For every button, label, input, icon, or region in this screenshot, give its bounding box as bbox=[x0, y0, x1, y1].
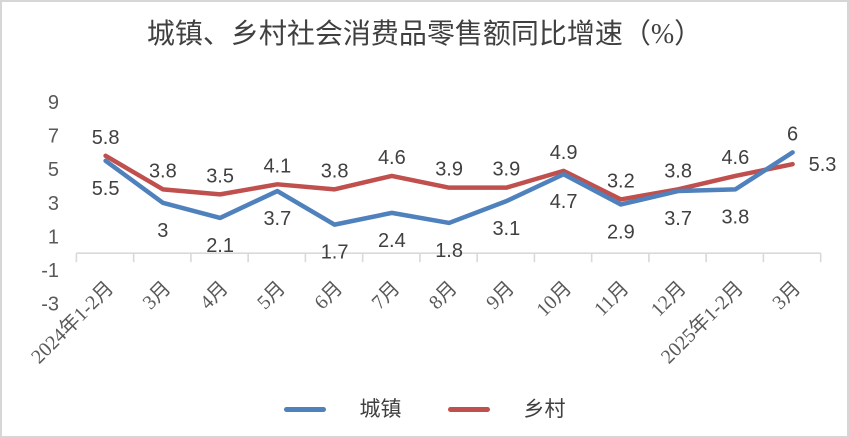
rural-data-label: 5.3 bbox=[809, 154, 837, 176]
rural-data-label: 4.1 bbox=[263, 155, 291, 177]
urban-data-label: 1.8 bbox=[435, 240, 463, 262]
y-axis-tick-label: 5 bbox=[48, 159, 59, 181]
x-axis-category-label: 3月 bbox=[768, 277, 805, 314]
rural-line-swatch-icon bbox=[447, 407, 490, 412]
legend-label-rural: 乡村 bbox=[523, 397, 566, 421]
rural-data-label: 3.9 bbox=[492, 159, 520, 181]
x-axis-category-label: 8月 bbox=[425, 277, 462, 314]
urban-data-label: 2.9 bbox=[607, 221, 635, 243]
x-axis-category-label: 2024年1-2月 bbox=[26, 276, 118, 368]
rural-data-label: 3.8 bbox=[321, 160, 349, 182]
legend-label-urban: 城镇 bbox=[359, 397, 402, 421]
rural-data-label: 4.9 bbox=[550, 142, 578, 164]
y-axis-tick-label: 3 bbox=[48, 193, 59, 215]
urban-data-label: 5.5 bbox=[92, 178, 120, 200]
x-axis-category-label: 9月 bbox=[482, 277, 519, 314]
urban-data-label: 6 bbox=[787, 123, 798, 145]
urban-data-label: 4.7 bbox=[550, 191, 578, 213]
rural-data-label: 5.8 bbox=[92, 127, 120, 149]
urban-line-swatch-icon bbox=[283, 407, 326, 412]
x-axis-category-label: 12月 bbox=[647, 277, 691, 321]
urban-data-label: 2.1 bbox=[206, 235, 234, 257]
rural-data-label: 3.8 bbox=[149, 160, 177, 182]
rural-data-label: 4.6 bbox=[721, 147, 749, 169]
legend-item-urban[interactable]: 城镇 bbox=[283, 397, 402, 421]
rural-data-label: 4.6 bbox=[378, 147, 406, 169]
urban-data-label: 3.7 bbox=[664, 208, 692, 230]
rural-data-label: 3.8 bbox=[664, 160, 692, 182]
x-axis-category-label: 4月 bbox=[196, 277, 233, 314]
rural-data-label: 3.9 bbox=[435, 159, 463, 181]
legend: 城镇 乡村 bbox=[2, 399, 847, 420]
rural-data-label: 3.5 bbox=[206, 165, 234, 187]
y-axis-tick-label: 7 bbox=[48, 126, 59, 148]
urban-data-label: 1.7 bbox=[321, 242, 349, 264]
urban-data-label: 3.7 bbox=[263, 208, 291, 230]
chart-title: 城镇、乡村社会消费品零售额同比增速（%） bbox=[146, 19, 703, 50]
y-axis-tick-label: -1 bbox=[41, 260, 59, 282]
rural-data-label: 3.2 bbox=[607, 170, 635, 192]
x-axis-category-label: 6月 bbox=[310, 277, 347, 314]
y-axis-tick-label: -3 bbox=[41, 294, 59, 316]
urban-data-label: 3.1 bbox=[492, 218, 520, 240]
urban-series-line bbox=[103, 150, 795, 227]
x-axis-category-label: 3月 bbox=[139, 277, 176, 314]
x-axis-category-label: 7月 bbox=[368, 277, 405, 314]
x-axis-category-label: 11月 bbox=[590, 277, 633, 320]
y-axis-tick-label: 1 bbox=[48, 226, 59, 248]
urban-data-label: 3 bbox=[157, 220, 168, 242]
x-axis-category-label: 5月 bbox=[253, 277, 290, 314]
y-axis-tick-label: 9 bbox=[48, 92, 59, 114]
legend-item-rural[interactable]: 乡村 bbox=[447, 397, 566, 421]
urban-data-label: 3.8 bbox=[721, 206, 749, 228]
x-axis-category-label: 10月 bbox=[532, 277, 576, 321]
urban-data-label: 2.4 bbox=[378, 230, 406, 252]
